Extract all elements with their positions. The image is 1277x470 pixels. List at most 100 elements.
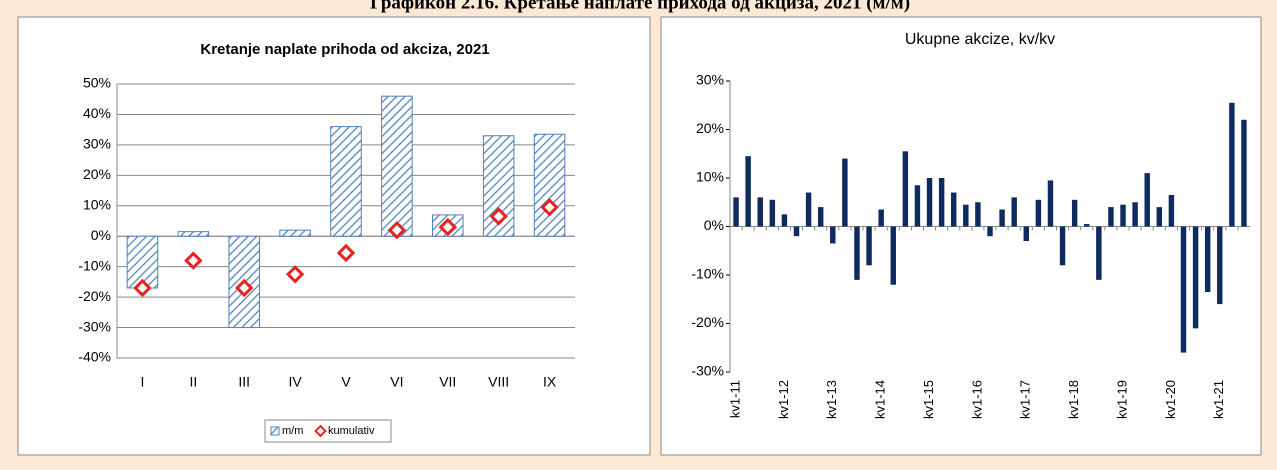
- marker: [438, 217, 457, 237]
- bar: [177, 231, 210, 237]
- bar: [279, 229, 311, 237]
- x-tick-label: kv1-16: [969, 380, 984, 419]
- chart-title: Kretanje naplate prihoda od akciza, 2021: [200, 41, 489, 58]
- bar: [842, 158, 848, 227]
- x-tick-label: V: [341, 374, 351, 390]
- bar: [830, 226, 836, 244]
- x-tick-label: kv1-12: [776, 380, 791, 419]
- bar: [1132, 202, 1138, 227]
- bar: [745, 156, 751, 227]
- bar: [890, 226, 896, 285]
- bar: [854, 226, 860, 280]
- y-tick-label: -20%: [691, 314, 724, 330]
- bar: [1071, 199, 1078, 227]
- marker: [285, 265, 305, 284]
- marker: [489, 207, 508, 226]
- y-tick-label: -20%: [78, 288, 111, 304]
- bar: [793, 226, 800, 237]
- bar: [1023, 226, 1029, 242]
- bar: [1059, 226, 1066, 266]
- legend-box: [264, 419, 392, 443]
- y-tick-label: 10%: [83, 196, 111, 212]
- bar: [951, 192, 957, 227]
- marker: [387, 220, 407, 240]
- x-tick-label: kv1-14: [873, 380, 888, 419]
- bar: [1168, 194, 1175, 227]
- bar: [757, 197, 763, 227]
- y-tick-label: -30%: [78, 318, 111, 334]
- bar: [878, 209, 884, 227]
- bar: [1047, 180, 1054, 227]
- bar: [1217, 226, 1223, 305]
- legend-label: kumulativ: [328, 425, 375, 437]
- marker: [336, 243, 356, 263]
- x-tick-label: II: [189, 374, 197, 390]
- bar: [1120, 204, 1126, 227]
- bar: [914, 185, 921, 227]
- y-tick-label: 40%: [83, 105, 111, 121]
- bar: [999, 209, 1005, 227]
- x-tick-label: I: [140, 374, 144, 390]
- bar: [1229, 102, 1235, 227]
- legend-marker: [270, 426, 280, 436]
- bar: [938, 178, 945, 227]
- bar: [987, 226, 993, 237]
- y-tick-label: -10%: [691, 266, 724, 282]
- y-tick-label: 30%: [696, 72, 724, 88]
- bar: [330, 126, 362, 237]
- x-tick-label: IX: [543, 374, 557, 390]
- marker: [133, 278, 152, 298]
- panel: [660, 16, 1262, 456]
- x-tick-label: III: [238, 374, 250, 390]
- x-tick-label: kv1-17: [1018, 380, 1033, 419]
- bar: [1011, 197, 1017, 227]
- bar: [1241, 119, 1247, 227]
- bar: [805, 192, 812, 227]
- x-tick-label: VI: [390, 374, 403, 390]
- y-tick-label: 20%: [83, 166, 111, 182]
- y-tick-label: 50%: [83, 75, 111, 91]
- x-tick-label: kv1-20: [1163, 380, 1178, 419]
- legend-label: m/m: [282, 425, 303, 437]
- y-tick-label: 10%: [696, 169, 724, 185]
- bar: [781, 214, 788, 227]
- bar: [769, 199, 776, 227]
- bar: [533, 133, 566, 237]
- bar: [926, 178, 933, 227]
- x-tick-label: kv1-19: [1114, 380, 1129, 419]
- bar: [1035, 199, 1042, 227]
- bar: [1144, 173, 1150, 227]
- marker: [235, 278, 254, 298]
- y-tick-label: 20%: [696, 120, 724, 136]
- bar: [1204, 226, 1211, 292]
- x-tick-label: VII: [439, 374, 456, 390]
- header-title: Графикон 2.16. Кретање наплате прихода о…: [370, 0, 910, 13]
- y-tick-label: -10%: [78, 257, 111, 273]
- y-tick-label: -40%: [78, 349, 111, 365]
- bar: [381, 95, 413, 237]
- bar: [1156, 207, 1163, 227]
- bar: [866, 226, 872, 266]
- x-tick-label: kv1-21: [1211, 380, 1226, 419]
- bar: [482, 135, 515, 237]
- bar: [733, 197, 739, 227]
- chart-title: Ukupne akcize, kv/kv: [905, 31, 1055, 48]
- marker: [184, 251, 203, 270]
- bar: [1084, 224, 1090, 227]
- bar: [1192, 226, 1199, 329]
- x-tick-label: kv1-11: [727, 380, 742, 418]
- x-tick-label: kv1-15: [921, 380, 936, 419]
- y-tick-label: 30%: [83, 136, 111, 152]
- marker: [540, 198, 559, 217]
- y-tick-label: 0%: [91, 227, 111, 243]
- x-tick-label: IV: [288, 374, 302, 390]
- x-tick-label: kv1-18: [1066, 380, 1081, 419]
- bar: [963, 204, 969, 227]
- y-tick-label: -30%: [691, 363, 724, 379]
- bar: [975, 202, 981, 227]
- bar: [1108, 207, 1114, 227]
- y-tick-label: 0%: [704, 217, 724, 233]
- bar: [902, 151, 909, 227]
